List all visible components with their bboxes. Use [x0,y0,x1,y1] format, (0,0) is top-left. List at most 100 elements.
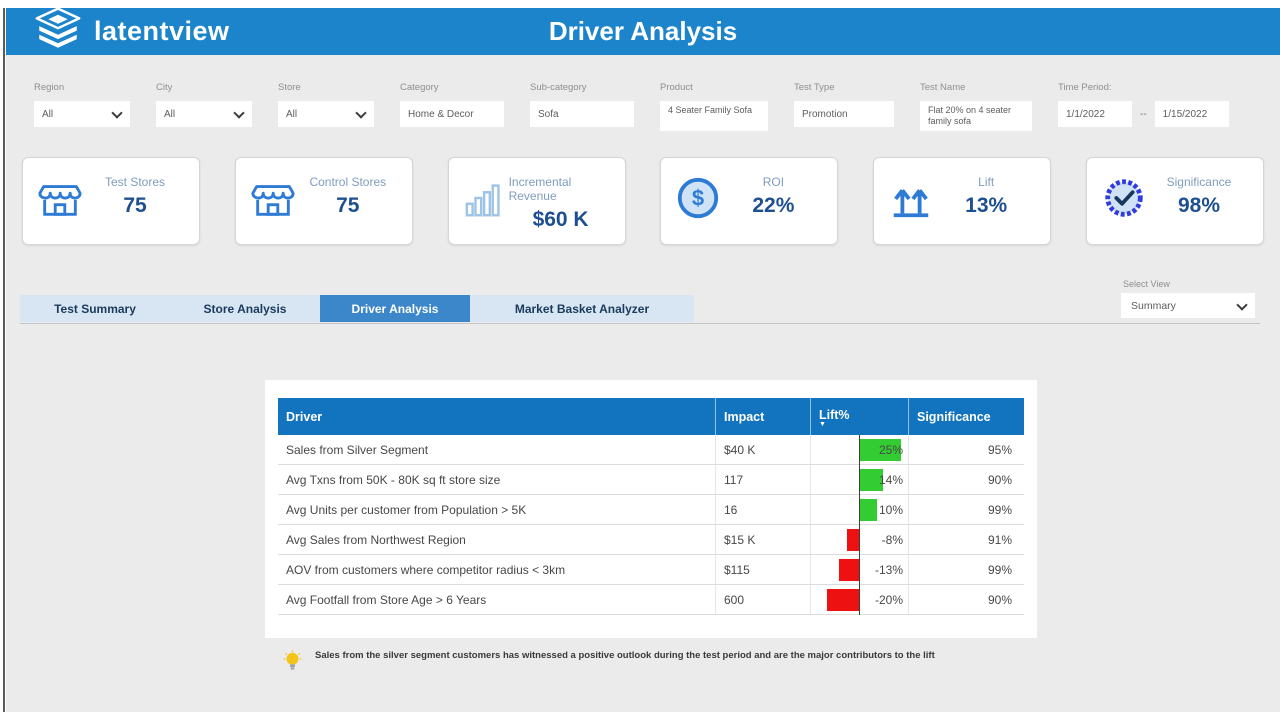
filter-value: Sofa [538,108,559,120]
lift-value: -20% [874,593,903,607]
driver-table-panel: Driver Impact Lift% ▼ Significance Sales … [265,380,1037,638]
date-range-separator: -- [1140,108,1147,120]
view-selector-label: Select View [1123,279,1170,289]
filter-test-name: Test Name Flat 20% on 4 seater family so… [920,82,1032,131]
dollar-coin-icon: $ [675,175,721,221]
kpi-value: 98% [1177,194,1220,217]
table-rows: Sales from Silver Segment $40 K 25% 95% … [278,435,1024,615]
col-header-significance[interactable]: Significance [908,398,1024,435]
cell-significance: 95% [908,435,1024,464]
date-from-input[interactable]: 1/1/2022 [1058,101,1132,127]
kpi-label: Significance [1166,175,1232,189]
lift-data-bar [827,589,860,611]
col-header-lift[interactable]: Lift% ▼ [810,398,908,435]
table-header-row: Driver Impact Lift% ▼ Significance [278,398,1024,435]
tab-test-summary[interactable]: Test Summary [54,301,136,316]
kpi-card-control-stores: Control Stores 75 [234,157,413,245]
filter-value: All [164,108,176,120]
filter-category: Category Home & Decor [400,82,504,131]
view-selector-value: Summary [1131,299,1176,312]
cell-driver: AOV from customers where competitor radi… [286,562,566,577]
filter-value-box[interactable]: Flat 20% on 4 seater family sofa [920,101,1032,131]
kpi-card-test-stores: Test Stores 75 [22,157,200,245]
cell-significance: 99% [908,555,1024,584]
app-header: Driver Analysis latentview [6,7,1280,56]
tab-bar: Test Summary Store Analysis Driver Analysi… [20,295,694,322]
filter-label: Store [278,82,301,93]
filter-value-box[interactable]: Sofa [530,101,634,127]
table-row: Avg Sales from Northwest Region $15 K -8… [278,525,1024,555]
brand-logo: latentview [32,7,332,56]
filter-bar: Region All City All Store All Category H… [34,82,1229,131]
lift-data-bar [860,499,877,521]
cell-driver: Avg Txns from 50K - 80K sq ft store size [286,472,501,487]
lift-data-bar [860,439,902,461]
lift-arrows-icon [888,175,934,221]
chevron-down-icon[interactable] [233,107,245,119]
tab-market-basket-analyzer[interactable]: Market Basket Analyzer [514,301,650,316]
filters: Region All City All Store All Category H… [34,82,1032,131]
table-row: Avg Txns from 50K - 80K sq ft store size… [278,465,1024,495]
filter-value: 4 Seater Family Sofa [668,105,753,115]
filter-region: Region All [34,82,130,131]
filter-value-box[interactable]: All [278,101,374,127]
sort-descending-icon: ▼ [819,421,826,428]
filter-value-box[interactable]: 4 Seater Family Sofa [660,101,768,131]
lift-value: 10% [878,503,903,517]
table-row: Avg Units per customer from Population >… [278,495,1024,525]
cell-significance: 91% [908,525,1024,554]
filter-value: Flat 20% on 4 seater family sofa [928,105,1012,126]
date-to-input[interactable]: 1/15/2022 [1154,101,1229,127]
table-row: AOV from customers where competitor radi… [278,555,1024,585]
tab-store-analysis[interactable]: Store Analysis [203,301,287,316]
chevron-down-icon[interactable] [111,107,123,119]
cell-impact: 600 [715,585,810,614]
col-header-driver[interactable]: Driver [286,409,323,424]
lightbulb-icon [283,650,302,679]
lift-data-bar [860,469,884,491]
filter-label: Region [34,82,65,93]
table-row: Avg Footfall from Store Age > 6 Years 60… [278,585,1024,615]
cell-impact: $115 [715,555,810,584]
cell-significance: 90% [908,465,1024,494]
filter-value-box[interactable]: Promotion [794,101,894,127]
cell-significance: 90% [908,585,1024,614]
filter-value-box[interactable]: All [34,101,130,127]
store-icon [37,175,83,221]
insight-note: Sales from the silver segment customers … [283,650,975,679]
cell-lift: -13% [810,555,908,584]
filter-sub-category: Sub-category Sofa [530,82,634,131]
lift-value: 14% [878,473,903,487]
cell-significance: 99% [908,495,1024,524]
col-header-impact[interactable]: Impact [715,398,810,435]
kpi-row: Test Stores 75 Control Stores 75 Increme… [22,157,1264,245]
cell-lift: 10% [810,495,908,524]
cell-lift: -20% [810,585,908,614]
filter-label: Category [400,82,439,93]
insight-text: Sales from the silver segment customers … [315,650,935,661]
view-selector-dropdown[interactable]: Summary [1121,293,1255,318]
cell-driver: Sales from Silver Segment [286,442,429,457]
lift-data-bar [846,529,860,551]
filter-value-box[interactable]: All [156,101,252,127]
badge-check-icon [1101,175,1147,221]
chevron-down-icon[interactable] [355,107,367,119]
filter-value-box[interactable]: Home & Decor [400,101,504,127]
kpi-value: 13% [965,194,1008,217]
table-row: Sales from Silver Segment $40 K 25% 95% [278,435,1024,465]
filter-value: Home & Decor [408,108,474,120]
cell-lift: -8% [810,525,908,554]
tab-driver-analysis[interactable]: Driver Analysis [320,295,470,322]
filter-label: Test Name [920,82,966,93]
latentview-logo-icon [32,7,84,56]
kpi-card-significance: Significance 98% [1085,157,1264,245]
kpi-card-incremental-revenue: Incremental Revenue $60 K [447,157,626,245]
lift-zero-axis [859,435,860,615]
cell-impact: 16 [715,495,810,524]
chevron-down-icon[interactable] [1236,299,1248,311]
filter-city: City All [156,82,252,131]
kpi-label: Lift [978,175,995,189]
bar-chart-icon [463,175,509,221]
filter-label: Sub-category [530,82,587,93]
